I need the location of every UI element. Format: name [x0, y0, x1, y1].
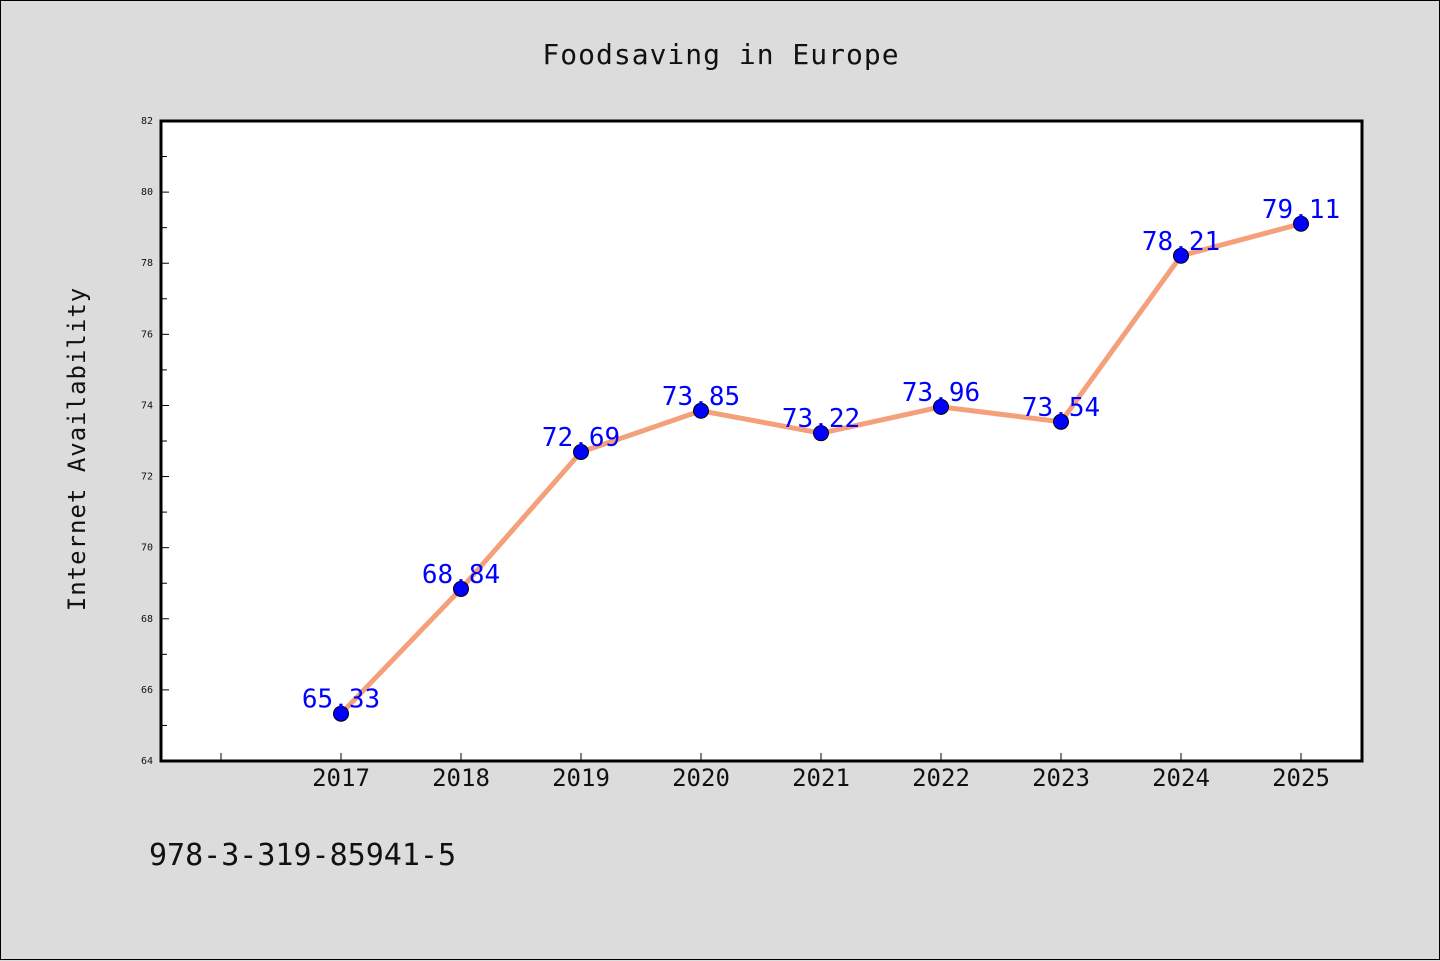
series-group: 65.33 68.84 72.69 73.85 73.22 73.96 73.54 78.21…: [302, 195, 1340, 722]
x-tick-label: 2023: [1032, 764, 1090, 792]
data-point: [1173, 247, 1189, 264]
data-label: 73.85: [662, 382, 740, 412]
y-tick-label: 76: [141, 329, 153, 340]
data-point: [1053, 413, 1069, 430]
x-tick-label: 2025: [1272, 764, 1330, 792]
y-axis-ticks: 64 66 68 70 72 74 76 78 80 82: [141, 116, 169, 767]
data-label: 72.69: [542, 423, 620, 453]
data-label: 73.22: [782, 404, 860, 434]
x-tick-label: 2017: [312, 764, 370, 792]
data-label: 68.84: [422, 560, 500, 590]
data-label: 79.11: [1262, 195, 1340, 225]
chart-title: Foodsaving in Europe: [542, 38, 899, 71]
data-label: 65.33: [302, 685, 380, 715]
data-label: 73.96: [902, 378, 980, 408]
data-point: [333, 705, 349, 722]
data-point: [1293, 215, 1309, 232]
y-tick-label: 82: [141, 116, 153, 127]
data-point: [933, 398, 949, 415]
data-point: [573, 444, 589, 461]
y-tick-label: 70: [141, 543, 153, 554]
data-point: [453, 580, 469, 597]
y-tick-label: 74: [141, 400, 153, 411]
x-tick-label: 2021: [792, 764, 850, 792]
data-point: [813, 425, 829, 442]
data-label: 73.54: [1022, 393, 1100, 423]
data-label: 78.21: [1142, 227, 1220, 257]
x-axis-ticks: 2017 2018 2019 2020 2021 2022 2023 2024 2025: [220, 753, 1330, 792]
y-axis-label: Internet Availability: [63, 287, 91, 611]
y-tick-label: 68: [141, 614, 153, 625]
y-tick-label: 66: [141, 685, 153, 696]
x-tick-label: 2018: [432, 764, 490, 792]
plot-area: [159, 119, 1364, 763]
x-tick-label: 2020: [672, 764, 730, 792]
x-tick-label: 2022: [912, 764, 970, 792]
y-tick-label: 72: [141, 472, 153, 483]
y-tick-label: 78: [141, 258, 153, 269]
data-point: [693, 402, 709, 419]
y-tick-label: 80: [141, 187, 153, 198]
isbn-text: 978-3-319-85941-5: [149, 838, 456, 873]
x-tick-label: 2019: [552, 764, 610, 792]
y-tick-label: 64: [141, 756, 153, 767]
x-tick-label: 2024: [1152, 764, 1210, 792]
